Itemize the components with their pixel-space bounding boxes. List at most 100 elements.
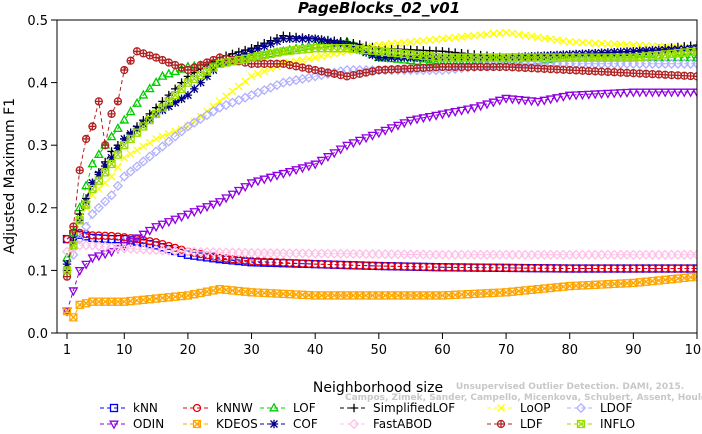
point-LoOP-29 <box>241 77 250 86</box>
point-ODIN-84 <box>590 90 601 100</box>
point-ODIN-83 <box>583 90 594 100</box>
x-tick-label-70: 70 <box>498 343 515 358</box>
point-COF-18 <box>170 98 180 107</box>
point-LDF-100-ring <box>692 72 697 81</box>
point-ODIN-5 <box>87 254 98 264</box>
point-ODIN-3 <box>74 266 85 276</box>
point-COF-95 <box>660 45 670 54</box>
point-ODIN-26 <box>221 194 232 204</box>
point-LDF-9-ring <box>113 97 123 106</box>
point-LoOP-79 <box>559 37 568 45</box>
point-ODIN-12 <box>132 234 142 244</box>
point-COF-16 <box>158 105 167 115</box>
x-tick-label-90: 90 <box>625 343 642 358</box>
point-ODIN-96 <box>666 88 677 98</box>
point-LDOF-2 <box>68 249 79 260</box>
point-LoOP-28 <box>234 82 243 91</box>
point-COF-73 <box>520 52 530 61</box>
point-ODIN-81 <box>571 91 582 101</box>
legend-marker-LDOF <box>575 402 587 414</box>
point-COF-23 <box>202 72 212 81</box>
point-LOF-35 <box>278 45 289 55</box>
legend-marker-LOF <box>269 402 279 412</box>
point-FastABOD-100 <box>691 249 697 260</box>
point-ODIN-18 <box>170 215 181 225</box>
point-LoOP-71 <box>508 29 517 38</box>
point-LDOF-22 <box>195 113 206 125</box>
point-ODIN-87 <box>609 89 620 99</box>
series-LDF <box>62 47 697 281</box>
point-LoOP-13 <box>139 142 148 151</box>
point-LDF-38 <box>298 64 306 72</box>
point-LoOP-84 <box>591 39 600 48</box>
point-ODIN-88 <box>615 89 626 99</box>
point-ODIN-13 <box>138 230 149 240</box>
point-LOF-14 <box>144 83 155 93</box>
point-FastABOD-7 <box>100 241 111 252</box>
point-LoOP-65 <box>470 31 479 40</box>
point-ODIN-62 <box>450 107 461 117</box>
x-tick-label-100: 100 <box>685 343 702 358</box>
point-ODIN-48 <box>361 134 372 144</box>
legend-item-COF: COF <box>260 417 318 431</box>
legend-label-FastABOD: FastABOD <box>373 417 432 431</box>
point-LoOP-61 <box>444 34 453 43</box>
point-COF-51 <box>380 53 390 62</box>
point-LDOF-23 <box>201 110 213 121</box>
point-LoOP-39 <box>304 54 313 63</box>
point-ODIN-97 <box>672 88 683 98</box>
legend-item-ODIN: ODIN <box>100 417 164 431</box>
point-LoOP-66 <box>476 31 485 39</box>
point-LDOF-9 <box>112 180 124 192</box>
point-COF-33 <box>266 39 275 48</box>
point-ODIN-29 <box>240 183 251 193</box>
legend-marker-LDF <box>497 420 505 428</box>
point-LOF-13 <box>138 89 149 99</box>
point-LOF-100 <box>692 52 697 62</box>
point-COF-78 <box>552 50 562 60</box>
point-COF-42 <box>323 37 333 46</box>
point-COF-76 <box>540 51 549 60</box>
legend-label-COF: COF <box>293 417 318 431</box>
point-COF-49 <box>368 50 377 60</box>
point-INFLO-5 <box>88 184 97 194</box>
point-ODIN-54 <box>399 119 410 129</box>
point-COF-58 <box>425 53 434 62</box>
point-LDOF-14 <box>144 151 155 162</box>
point-ODIN-67 <box>482 100 492 110</box>
point-ODIN-86 <box>602 89 613 99</box>
point-COF-53 <box>393 53 403 62</box>
point-LOF-15 <box>151 77 162 87</box>
point-ODIN-11 <box>125 238 136 248</box>
legend-marker-SimplifiedLOF <box>349 403 359 413</box>
point-FastABOD-14 <box>144 244 155 255</box>
point-ODIN-35 <box>278 169 289 179</box>
point-LoOP-54 <box>400 38 409 47</box>
point-ODIN-2 <box>68 287 79 297</box>
point-COF-85 <box>597 48 606 58</box>
plot-area <box>61 28 697 322</box>
point-ODIN-89 <box>622 88 632 98</box>
point-LoOP-25 <box>215 97 224 106</box>
point-LDF-5 <box>88 122 96 130</box>
point-LDOF-5 <box>87 208 98 220</box>
legend-label-kNNW: kNNW <box>216 401 253 415</box>
point-FastABOD-18 <box>170 245 181 257</box>
point-LDF-5-ring <box>88 122 97 131</box>
point-LDOF-20 <box>182 121 194 132</box>
point-ODIN-1 <box>62 307 72 317</box>
point-LDF-44 <box>337 71 345 79</box>
point-COF-29 <box>240 49 250 59</box>
point-LoOP-59 <box>432 35 441 44</box>
point-LoOP-38 <box>298 56 307 65</box>
point-LOF-11 <box>125 106 136 116</box>
point-ODIN-72 <box>513 96 524 106</box>
point-LDOF-24 <box>208 106 219 117</box>
x-tick-label-20: 20 <box>180 343 197 358</box>
point-LDF-49 <box>368 67 376 75</box>
point-FastABOD-9 <box>112 242 124 253</box>
point-ODIN-69 <box>494 96 505 106</box>
point-COF-93 <box>648 46 657 55</box>
point-ODIN-80 <box>564 91 575 101</box>
point-LOF-5 <box>87 158 98 168</box>
